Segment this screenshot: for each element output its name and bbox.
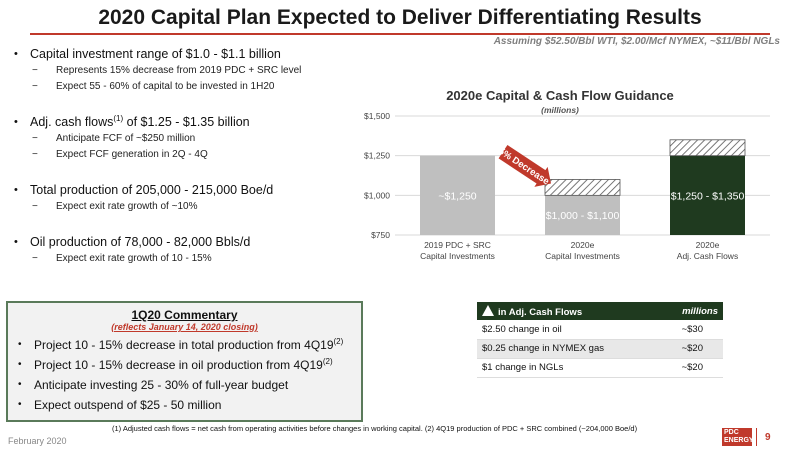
table-row: $2.50 change in oil ~$30 [477, 320, 723, 340]
sub-bullet-text: Expect exit rate growth of ~10% [56, 201, 198, 212]
table-row: $0.25 change in NYMEX gas ~$20 [477, 339, 723, 359]
sub-bullet-text: Represents 15% decrease from 2019 PDC + … [56, 65, 302, 76]
commentary-text-main: Project 10 - 15% decrease in oil product… [34, 358, 323, 372]
dash-icon: − [32, 133, 38, 144]
bullet-production: • Total production of 205,000 - 215,000 … [14, 182, 414, 214]
bullet-icon: • [18, 379, 22, 390]
header-left-label: in Adj. Cash Flows [498, 306, 583, 318]
dash-icon: − [32, 149, 38, 160]
arrow-shape [498, 144, 551, 187]
dash-icon: − [32, 65, 38, 76]
sub-bullet-text: Expect 55 - 60% of capital to be investe… [56, 81, 275, 92]
dash-icon: − [32, 201, 38, 212]
presentation-date: February 2020 [8, 436, 67, 446]
title-underline [30, 33, 770, 35]
bullet-icon: • [18, 399, 22, 410]
commentary-item: • Expect outspend of $25 - 50 million [18, 398, 361, 412]
row-label: $2.50 change in oil [477, 320, 659, 340]
sensitivity-table: in Adj. Cash Flows millions $2.50 change… [477, 302, 723, 378]
category-label: 2019 PDC + SRC [424, 240, 491, 250]
delta-icon [482, 304, 494, 316]
commentary-item: • Anticipate investing 25 - 30% of full-… [18, 378, 361, 392]
bullet-icon: • [14, 236, 18, 248]
commentary-text: Project 10 - 15% decrease in total produ… [34, 337, 344, 353]
bar-solid [670, 155, 745, 235]
logo-line2: ENERGY [724, 437, 754, 444]
bullet-icon: • [18, 359, 22, 370]
bar-value-label: $1,000 - $1,100 [546, 210, 620, 222]
capital-cash-flow-chart: $750 $1,000 $1,250 $1,500 ~$1,250 2019 PDC + … [364, 111, 770, 261]
page-title: 2020 Capital Plan Expected to Deliver Di… [98, 6, 702, 29]
sub-bullet-text: Anticipate FCF of ~$250 million [56, 133, 196, 144]
footnote-ref: (1) [113, 113, 124, 123]
logo-line1: PDC [724, 429, 739, 436]
row-value: ~$20 [659, 358, 723, 378]
bullet-oil: • Oil production of 78,000 - 82,000 Bbls… [14, 234, 414, 266]
dash-icon: − [32, 81, 38, 92]
category-label: Adj. Cash Flows [677, 251, 738, 261]
sensitivity-header-right: millions [659, 302, 723, 320]
bullet-icon: • [18, 339, 22, 350]
company-logo: PDC ENERGY [722, 428, 754, 446]
row-value: ~$20 [659, 339, 723, 359]
y-tick-label: $1,000 [364, 190, 390, 200]
price-assumptions: Assuming $52.50/Bbl WTI, $2.00/Mcf NYMEX… [493, 36, 780, 47]
row-label: $0.25 change in NYMEX gas [477, 339, 659, 359]
bullet-cash-flows: • Adj. cash flows(1) of $1.25 - $1.35 bi… [14, 114, 414, 162]
page-number: 9 [765, 432, 771, 443]
bar-value-label: ~$1,250 [438, 190, 476, 202]
table-row: $1 change in NGLs ~$20 [477, 358, 723, 378]
row-label: $1 change in NGLs [477, 358, 659, 378]
commentary-title: 1Q20 Commentary [131, 308, 238, 322]
bullet-capital: • Capital investment range of $1.0 - $1.… [14, 46, 414, 94]
commentary-text: Expect outspend of $25 - 50 million [34, 398, 222, 412]
logo-divider [756, 428, 757, 446]
bar-value-label: $1,250 - $1,350 [671, 190, 745, 202]
chart-title: 2020e Capital & Cash Flow Guidance [446, 88, 674, 103]
bar-solid [420, 155, 495, 235]
sub-bullet-text: Expect exit rate growth of 10 - 15% [56, 253, 212, 264]
bullet-text: Capital investment range of $1.0 - $1.1 … [30, 47, 281, 61]
bullet-text: Total production of 205,000 - 215,000 Bo… [30, 183, 274, 197]
bar-range-hatch [544, 179, 621, 196]
footnote-ref: (2) [333, 337, 344, 346]
commentary-subtitle: (reflects January 14, 2020 closing) [111, 322, 258, 332]
row-value: ~$30 [659, 320, 723, 340]
sensitivity-header-left: in Adj. Cash Flows [477, 302, 659, 320]
commentary-box: 1Q20 Commentary (reflects January 14, 20… [6, 301, 363, 422]
commentary-text: Project 10 - 15% decrease in oil product… [34, 357, 333, 373]
category-label: 2020e [571, 240, 595, 250]
category-label: 2020e [696, 240, 720, 250]
commentary-item: • Project 10 - 15% decrease in total pro… [18, 337, 361, 353]
chart-subtitle: (millions) [541, 105, 579, 115]
category-label: Capital Investments [545, 251, 620, 261]
bullet-icon: • [14, 184, 18, 196]
commentary-text-main: Project 10 - 15% decrease in total produ… [34, 338, 334, 352]
sensitivity-header: in Adj. Cash Flows millions [477, 302, 723, 320]
footnote: (1) Adjusted cash flows = net cash from … [112, 424, 638, 433]
bullet-icon: • [14, 116, 18, 128]
footnote-ref: (2) [322, 357, 333, 366]
dash-icon: − [32, 253, 38, 264]
bullet-icon: • [14, 48, 18, 60]
bullet-text: Oil production of 78,000 - 82,000 Bbls/d [30, 235, 251, 249]
bar-range-hatch [669, 139, 746, 157]
key-points: • Capital investment range of $1.0 - $1.… [14, 46, 414, 286]
commentary-item: • Project 10 - 15% decrease in oil produ… [18, 357, 361, 373]
y-tick-label: $750 [371, 230, 390, 240]
bullet-text-end: of $1.25 - $1.35 billion [123, 115, 250, 129]
bar-solid [545, 195, 620, 235]
sub-bullet-text: Expect FCF generation in 2Q - 4Q [56, 149, 208, 160]
y-tick-label: $1,250 [364, 151, 390, 161]
commentary-text: Anticipate investing 25 - 30% of full-ye… [34, 378, 289, 392]
arrow-label: 15% Decrease [492, 143, 551, 187]
bullet-text-start: Adj. cash flows [30, 115, 114, 129]
y-tick-label: $1,500 [364, 111, 390, 121]
category-label: Capital Investments [420, 251, 495, 261]
bullet-text: Adj. cash flows(1) of $1.25 - $1.35 bill… [30, 114, 250, 130]
